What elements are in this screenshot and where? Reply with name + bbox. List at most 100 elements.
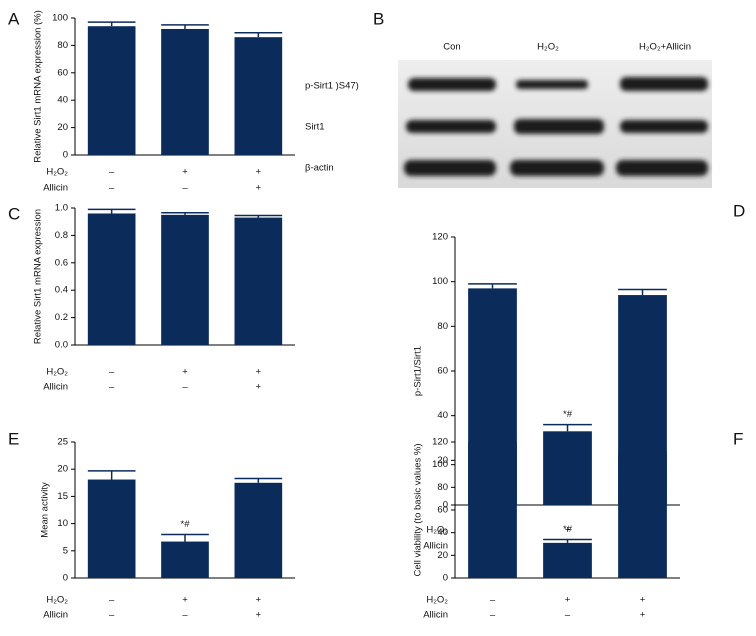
y-tick-label: 20 (57, 122, 68, 133)
treatment-sign: + (640, 595, 646, 606)
y-tick-label: 40 (437, 410, 448, 421)
y-tick-label: 0.0 (55, 340, 68, 351)
treatment-sign: – (109, 183, 115, 194)
y-tick-label: 80 (57, 40, 68, 51)
y-tick-label: 100 (432, 276, 448, 287)
y-tick-label: 0.4 (55, 285, 68, 296)
y-tick-label: 120 (432, 437, 448, 448)
bar (234, 37, 283, 155)
treatment-sign: + (182, 167, 188, 178)
treatment-sign: – (565, 610, 571, 621)
bar (87, 213, 136, 345)
bar (468, 442, 517, 578)
treatment-sign: – (490, 610, 496, 621)
y-tick-label: 80 (437, 321, 448, 332)
treatment-name: H₂O₂ (46, 367, 68, 378)
y-tick-label: 100 (52, 13, 68, 24)
blot-row: β-actin (305, 163, 334, 174)
y-tick-label: 40 (437, 527, 448, 538)
blot-column: H₂O₂ (537, 42, 559, 53)
y-tick-label: 0 (63, 150, 68, 161)
treatment-sign: + (256, 167, 262, 178)
blot-row: p-Sirt1 )S47) (305, 81, 359, 92)
treatment-sign: + (565, 525, 571, 536)
treatment-sign: – (109, 595, 115, 606)
bar (161, 541, 209, 578)
panel-letter: A (8, 9, 20, 28)
y-tick-label: 20 (437, 455, 448, 466)
treatment-name: Allicin (423, 541, 448, 552)
treatment-sign: + (256, 595, 262, 606)
treatment-name: Allicin (423, 610, 448, 621)
panel-letter: B (373, 9, 384, 28)
blot-column: Con (443, 42, 460, 53)
panel-letter: E (8, 429, 19, 448)
blot-panel: B Con H₂O₂ H₂O₂+Allicin p-Sirt1 )S47) Si… (305, 9, 712, 188)
treatment-sign: – (109, 610, 115, 621)
y-tick-label: 60 (437, 366, 448, 377)
bar (161, 214, 209, 345)
y-tick-label: 60 (57, 67, 68, 78)
bar (234, 482, 283, 578)
treatment-sign: + (256, 382, 262, 393)
treatment-sign: – (182, 610, 188, 621)
y-tick-label: 10 (57, 518, 68, 529)
blot-column: H₂O₂+Allicin (639, 42, 691, 53)
y-tick-label: 20 (437, 550, 448, 561)
y-tick-label: 0.2 (55, 312, 68, 323)
blot-row: Sirt1 (305, 122, 325, 133)
treatment-sign: + (182, 595, 188, 606)
annotation: *# (563, 524, 573, 535)
treatment-sign: + (256, 183, 262, 194)
treatment-sign: – (109, 167, 115, 178)
treatment-sign: – (490, 595, 496, 606)
panel-letter: C (8, 204, 20, 223)
treatment-name: H₂O₂ (46, 167, 68, 178)
blot-bands (404, 77, 708, 176)
y-tick-label: 25 (57, 437, 68, 448)
bar (87, 26, 136, 155)
y-tick-label: 0.6 (55, 257, 68, 268)
treatment-name: Allicin (43, 382, 68, 393)
panel-letter: F (733, 429, 743, 448)
bar (543, 542, 592, 578)
y-tick-label: 120 (432, 232, 448, 243)
bar (543, 431, 592, 505)
annotation: *# (563, 409, 573, 420)
y-tick-label: 0 (63, 573, 68, 584)
treatment-name: Allicin (43, 183, 68, 194)
y-axis-label: Relative Sirt1 mRNA expression (%) (33, 10, 44, 163)
treatment-name: H₂O₂ (426, 595, 448, 606)
treatment-name: H₂O₂ (426, 525, 448, 536)
y-tick-label: 100 (432, 459, 448, 470)
y-axis-label: Relative Sirt1 mRNA expression (33, 209, 44, 344)
treatment-sign: + (640, 610, 646, 621)
y-tick-label: 0 (443, 500, 448, 511)
y-tick-label: 0 (443, 573, 448, 584)
treatment-sign: + (182, 367, 188, 378)
treatment-sign: – (109, 367, 115, 378)
treatment-sign: + (256, 367, 262, 378)
treatment-name: Allicin (43, 610, 68, 621)
y-axis-label: Cell viability (to basic values %) (413, 443, 424, 576)
y-axis-label: Mean activity (40, 482, 51, 538)
annotation: *# (181, 519, 191, 530)
bar (618, 454, 667, 578)
treatment-sign: – (182, 183, 188, 194)
treatment-sign: + (565, 595, 571, 606)
y-tick-label: 15 (57, 491, 68, 502)
y-axis-label: p-Sirt1/Sirt1 (413, 346, 424, 396)
y-tick-label: 20 (57, 464, 68, 475)
y-tick-label: 1.0 (55, 203, 68, 214)
bar (161, 28, 209, 155)
treatment-sign: + (256, 610, 262, 621)
panel-letter: D (733, 201, 745, 220)
treatment-sign: – (182, 382, 188, 393)
y-tick-label: 60 (437, 505, 448, 516)
treatment-name: H₂O₂ (46, 595, 68, 606)
bar (87, 479, 136, 578)
bar (234, 217, 283, 345)
treatment-sign: – (109, 382, 115, 393)
y-tick-label: 40 (57, 95, 68, 106)
